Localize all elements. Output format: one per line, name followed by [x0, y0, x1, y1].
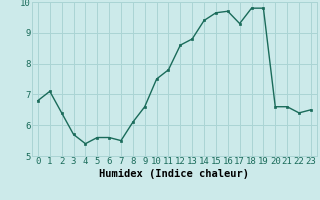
X-axis label: Humidex (Indice chaleur): Humidex (Indice chaleur) [100, 169, 249, 179]
